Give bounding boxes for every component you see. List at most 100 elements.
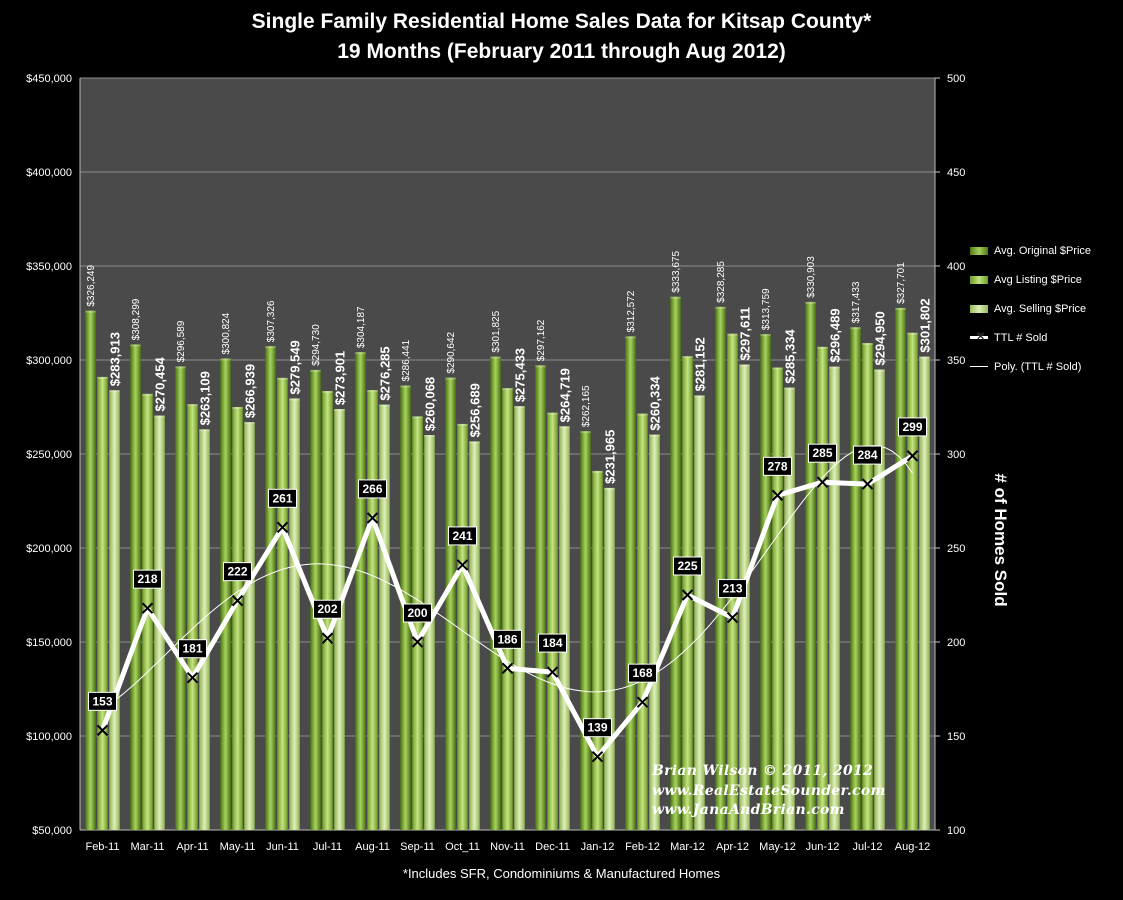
bar-listing-cap [907,332,918,335]
ttl-sold-label: 266 [362,482,382,496]
bar-original [805,301,816,831]
ttl-sold-point: 225 [673,556,702,601]
bar-original [715,306,726,830]
bar-selling-cap [874,369,885,372]
bar-original-cap [400,385,411,388]
bar-selling-cap [469,441,480,444]
ttl-sold-label-box [223,562,252,582]
bar-original [850,327,861,830]
ttl-sold-label-box [178,639,207,659]
bar-original-cap [175,366,186,369]
ttl-sold-point: 284 [853,445,882,490]
x-tick-label: May-11 [220,841,256,853]
data-label-selling: $231,965 [603,430,618,484]
bar-original-cap [220,358,231,361]
bar-selling-cap [604,487,615,490]
data-label-selling: $296,489 [828,308,843,362]
bar-listing-cap [277,377,288,380]
ttl-sold-point: 153 [88,691,117,737]
x-tick-label: Dec-11 [535,841,570,853]
bar-listing [862,343,873,830]
x-tick-label: Jan-12 [581,841,615,853]
bar-listing [637,413,648,830]
bar-original [895,307,906,830]
ttl-sold-label-box [268,488,297,508]
bar-selling [649,434,660,830]
bar-listing-cap [97,376,108,379]
trend-line [102,445,913,710]
marker-stroke [636,696,649,708]
data-label-selling: $273,901 [333,351,348,405]
bar-listing-cap [547,412,558,415]
legend-item-ttl-sold: ✕ TTL # Sold [970,323,1120,352]
ttl-sold-label-box [358,479,387,499]
ttl-sold-label: 202 [317,602,337,616]
bar-selling [604,487,615,830]
bar-original [85,310,96,831]
y-right-tick-label: 200 [947,637,965,649]
data-label-original: $328,285 [716,261,727,303]
ttl-sold-label: 284 [857,448,877,462]
legend-label-listing: Avg Listing $Price [994,273,1082,286]
data-label-selling: $266,939 [243,364,258,418]
y-left-tick-label: $250,000 [26,449,72,461]
bar-listing-cap [367,390,378,393]
bar-selling [829,366,840,830]
bar-selling [379,404,390,830]
ttl-sold-point: 299 [898,417,927,462]
data-label-original: $307,326 [266,300,277,342]
ttl-sold-label: 181 [182,642,202,656]
y-right-tick-label: 250 [947,543,965,555]
bar-original [355,352,366,830]
data-label-selling: $263,109 [198,371,213,425]
data-label-selling: $276,285 [378,346,393,400]
ttl-sold-label: 186 [497,632,517,646]
data-label-original: $312,572 [626,290,637,332]
bar-selling [559,426,570,830]
marker-stroke [546,666,559,678]
data-label-selling: $301,802 [918,298,933,352]
bar-listing-cap [592,470,603,473]
chart-title-line-2: 19 Months (February 2011 through Aug 201… [337,40,786,63]
ttl-sold-label: 153 [92,694,112,708]
data-label-selling: $275,433 [513,348,528,402]
x-tick-label: Feb-12 [625,841,660,853]
y-left-tick-label: $200,000 [26,543,72,555]
legend-item-listing: Avg Listing $Price [970,265,1120,294]
credit-line-3: www.JanaAndBrian.com [652,802,845,818]
data-label-original: $304,187 [356,306,367,348]
data-label-selling: $260,068 [423,377,438,431]
bar-selling [874,369,885,830]
bar-selling [694,395,705,830]
bar-listing [457,423,468,830]
marker-stroke [861,478,874,490]
data-label-selling: $270,454 [153,357,168,412]
ttl-sold-label-box [493,629,522,649]
x-tick-label: Aug-12 [895,841,930,853]
marker-stroke [591,750,604,763]
bar-selling [919,356,930,830]
legend-line-trend [970,366,988,367]
x-tick-label: Jul-12 [853,841,883,853]
bar-original-cap [670,296,681,299]
x-tick-label: Feb-11 [85,841,119,853]
data-label-original: $296,589 [176,320,187,362]
bar-original-cap [85,310,96,313]
bar-listing-cap [772,367,783,370]
bar-selling [199,429,210,830]
ttl-sold-label: 184 [542,636,562,650]
bar-listing-cap [142,393,153,396]
marker-stroke [501,662,514,675]
ttl-sold-point: 218 [133,569,162,614]
bar-original [760,334,771,830]
x-tick-label: Nov-11 [490,841,525,853]
bar-selling [514,406,525,830]
ttl-sold-label-box [448,526,477,546]
data-label-selling: $281,152 [693,337,708,391]
y-right-tick-label: 150 [947,731,965,743]
x-tick-label: Mar-11 [130,841,164,853]
marker-stroke [366,512,379,524]
bar-listing [907,332,918,830]
